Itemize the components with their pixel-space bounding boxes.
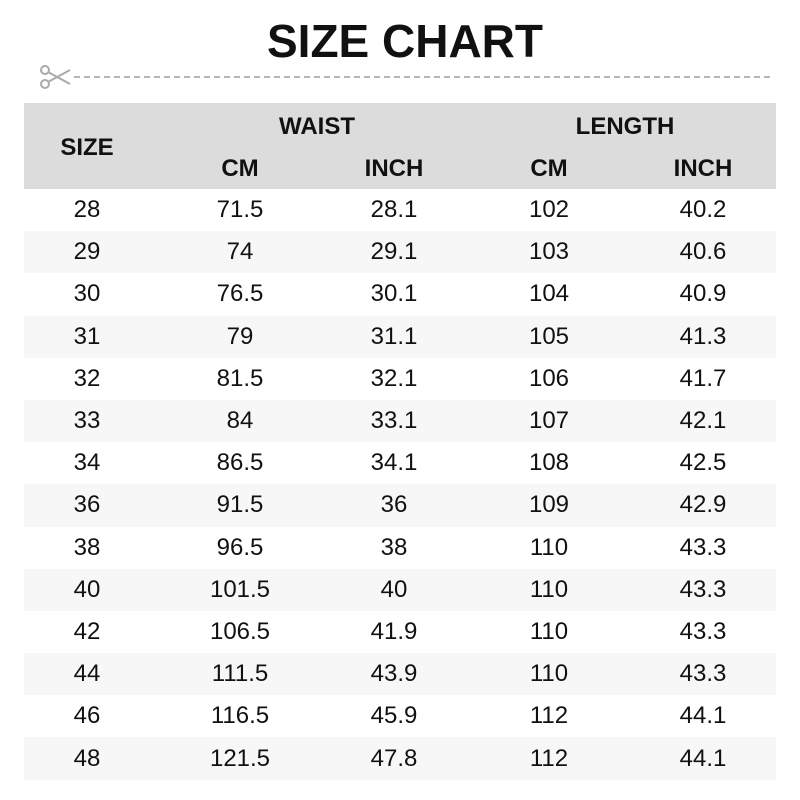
cell-size: 46	[73, 702, 101, 730]
cell-size: 38	[73, 533, 101, 561]
cell-waist-cm: 76.5	[216, 280, 264, 308]
cell-waist-inch: 45.9	[370, 702, 418, 730]
cell-length-inch: 44.1	[679, 744, 727, 772]
cell-waist-inch: 32.1	[370, 364, 418, 392]
cell-length-inch: 44.1	[679, 702, 727, 730]
table-row: 48 121.5 47.8 112 44.1	[24, 737, 776, 780]
table-row: 33 84 33.1 107 42.1	[24, 399, 776, 443]
cell-length-inch: 41.7	[679, 364, 727, 392]
cell-waist-inch: 31.1	[370, 322, 418, 350]
cell-size: 48	[73, 744, 101, 772]
cell-length-inch: 40.2	[679, 196, 727, 224]
cell-length-cm: 105	[528, 322, 570, 350]
table-body: 28 71.5 28.1 102 40.2 29 74 29.1 103 40.6 30 76.5 30…	[24, 189, 776, 780]
cell-length-cm: 107	[528, 407, 570, 435]
cell-waist-cm: 116.5	[210, 702, 270, 730]
cell-waist-cm: 111.5	[211, 660, 269, 688]
cell-length-cm: 110	[529, 575, 569, 603]
cell-waist-cm: 121.5	[209, 744, 271, 772]
table-row: 30 76.5 30.1 104 40.9	[24, 273, 776, 315]
cell-waist-inch: 47.8	[370, 744, 418, 772]
header-waist: WAIST	[279, 113, 355, 140]
cell-waist-cm: 81.5	[216, 364, 264, 392]
cell-length-inch: 43.3	[679, 617, 727, 645]
size-table: SIZE WAIST LENGTH CM INCH CM INCH 28 71.5…	[24, 103, 776, 780]
cell-length-inch: 40.6	[679, 238, 727, 266]
cell-size: 40	[73, 575, 101, 603]
table-row: 38 96.5 38 110 43.3	[24, 527, 776, 569]
cell-length-inch: 42.5	[679, 449, 727, 477]
cell-length-cm: 110	[529, 660, 569, 688]
header-length: LENGTH	[575, 113, 675, 140]
cell-waist-inch: 43.9	[370, 660, 418, 688]
cell-waist-cm: 91.5	[216, 491, 264, 519]
cell-waist-cm: 79	[226, 322, 254, 350]
table-row: 29 74 29.1 103 40.6	[24, 231, 776, 274]
cell-size: 34	[73, 449, 101, 477]
cell-length-cm: 102	[528, 196, 570, 224]
table-row: 34 86.5 34.1 108 42.5	[24, 442, 776, 484]
cell-waist-cm: 84	[226, 407, 254, 435]
cell-waist-inch: 28.1	[370, 196, 418, 224]
cell-size: 32	[73, 364, 101, 392]
cell-size: 33	[73, 407, 101, 435]
cut-line-divider	[74, 76, 770, 78]
scissors-icon	[40, 65, 71, 89]
cell-length-cm: 104	[528, 280, 570, 308]
table-row: 46 116.5 45.9 112 44.1	[24, 695, 776, 737]
cell-length-cm: 112	[529, 744, 569, 772]
cell-waist-cm: 86.5	[216, 449, 264, 477]
cell-length-inch: 41.3	[679, 322, 727, 350]
table-row: 42 106.5 41.9 110 43.3	[24, 611, 776, 653]
cell-waist-inch: 38	[380, 533, 408, 561]
cell-size: 36	[73, 491, 101, 519]
cell-size: 30	[73, 280, 101, 308]
cell-waist-inch: 41.9	[370, 617, 418, 645]
cell-waist-cm: 71.5	[216, 196, 264, 224]
cell-size: 28	[73, 196, 101, 224]
table-row: 32 81.5 32.1 106 41.7	[24, 358, 776, 400]
cell-length-cm: 103	[528, 238, 570, 266]
table-row: 40 101.5 40 110 43.3	[24, 568, 776, 611]
cell-length-inch: 40.9	[679, 280, 727, 308]
cell-waist-inch: 33.1	[370, 407, 418, 435]
cell-length-inch: 43.3	[679, 533, 727, 561]
header-waist-cm: CM	[221, 155, 259, 182]
table-row: 44 111.5 43.9 110 43.3	[24, 653, 776, 696]
cell-waist-cm: 101.5	[209, 575, 271, 603]
cell-size: 44	[73, 660, 101, 688]
cell-waist-inch: 29.1	[370, 238, 418, 266]
cell-length-cm: 112	[529, 702, 569, 730]
cell-waist-cm: 96.5	[216, 533, 264, 561]
cell-waist-inch: 36	[380, 491, 408, 519]
cell-length-cm: 106	[528, 364, 570, 392]
cell-waist-inch: 34.1	[370, 449, 418, 477]
cell-length-cm: 109	[528, 491, 570, 519]
cell-waist-cm: 74	[226, 238, 254, 266]
cell-length-cm: 110	[529, 617, 569, 645]
cell-length-inch: 43.3	[679, 660, 727, 688]
header-waist-inch: INCH	[364, 155, 424, 182]
table-header: SIZE WAIST LENGTH CM INCH CM INCH	[24, 103, 776, 189]
cell-length-cm: 110	[529, 533, 569, 561]
cell-length-inch: 43.3	[679, 575, 727, 603]
header-length-inch: INCH	[673, 155, 733, 182]
table-row: 28 71.5 28.1 102 40.2	[24, 189, 776, 231]
cell-size: 42	[73, 617, 101, 645]
page-title: SIZE CHART	[267, 15, 543, 67]
table-row: 31 79 31.1 105 41.3	[24, 315, 776, 358]
cell-length-inch: 42.9	[679, 491, 727, 519]
cell-size: 31	[73, 322, 101, 350]
cell-length-inch: 42.1	[679, 407, 727, 435]
cell-length-cm: 108	[528, 449, 570, 477]
cell-size: 29	[73, 238, 101, 266]
cell-waist-inch: 30.1	[370, 280, 418, 308]
cell-waist-cm: 106.5	[209, 617, 271, 645]
header-length-cm: CM	[530, 155, 568, 182]
header-size: SIZE	[60, 134, 114, 161]
table-row: 36 91.5 36 109 42.9	[24, 484, 776, 527]
cell-waist-inch: 40	[380, 575, 408, 603]
